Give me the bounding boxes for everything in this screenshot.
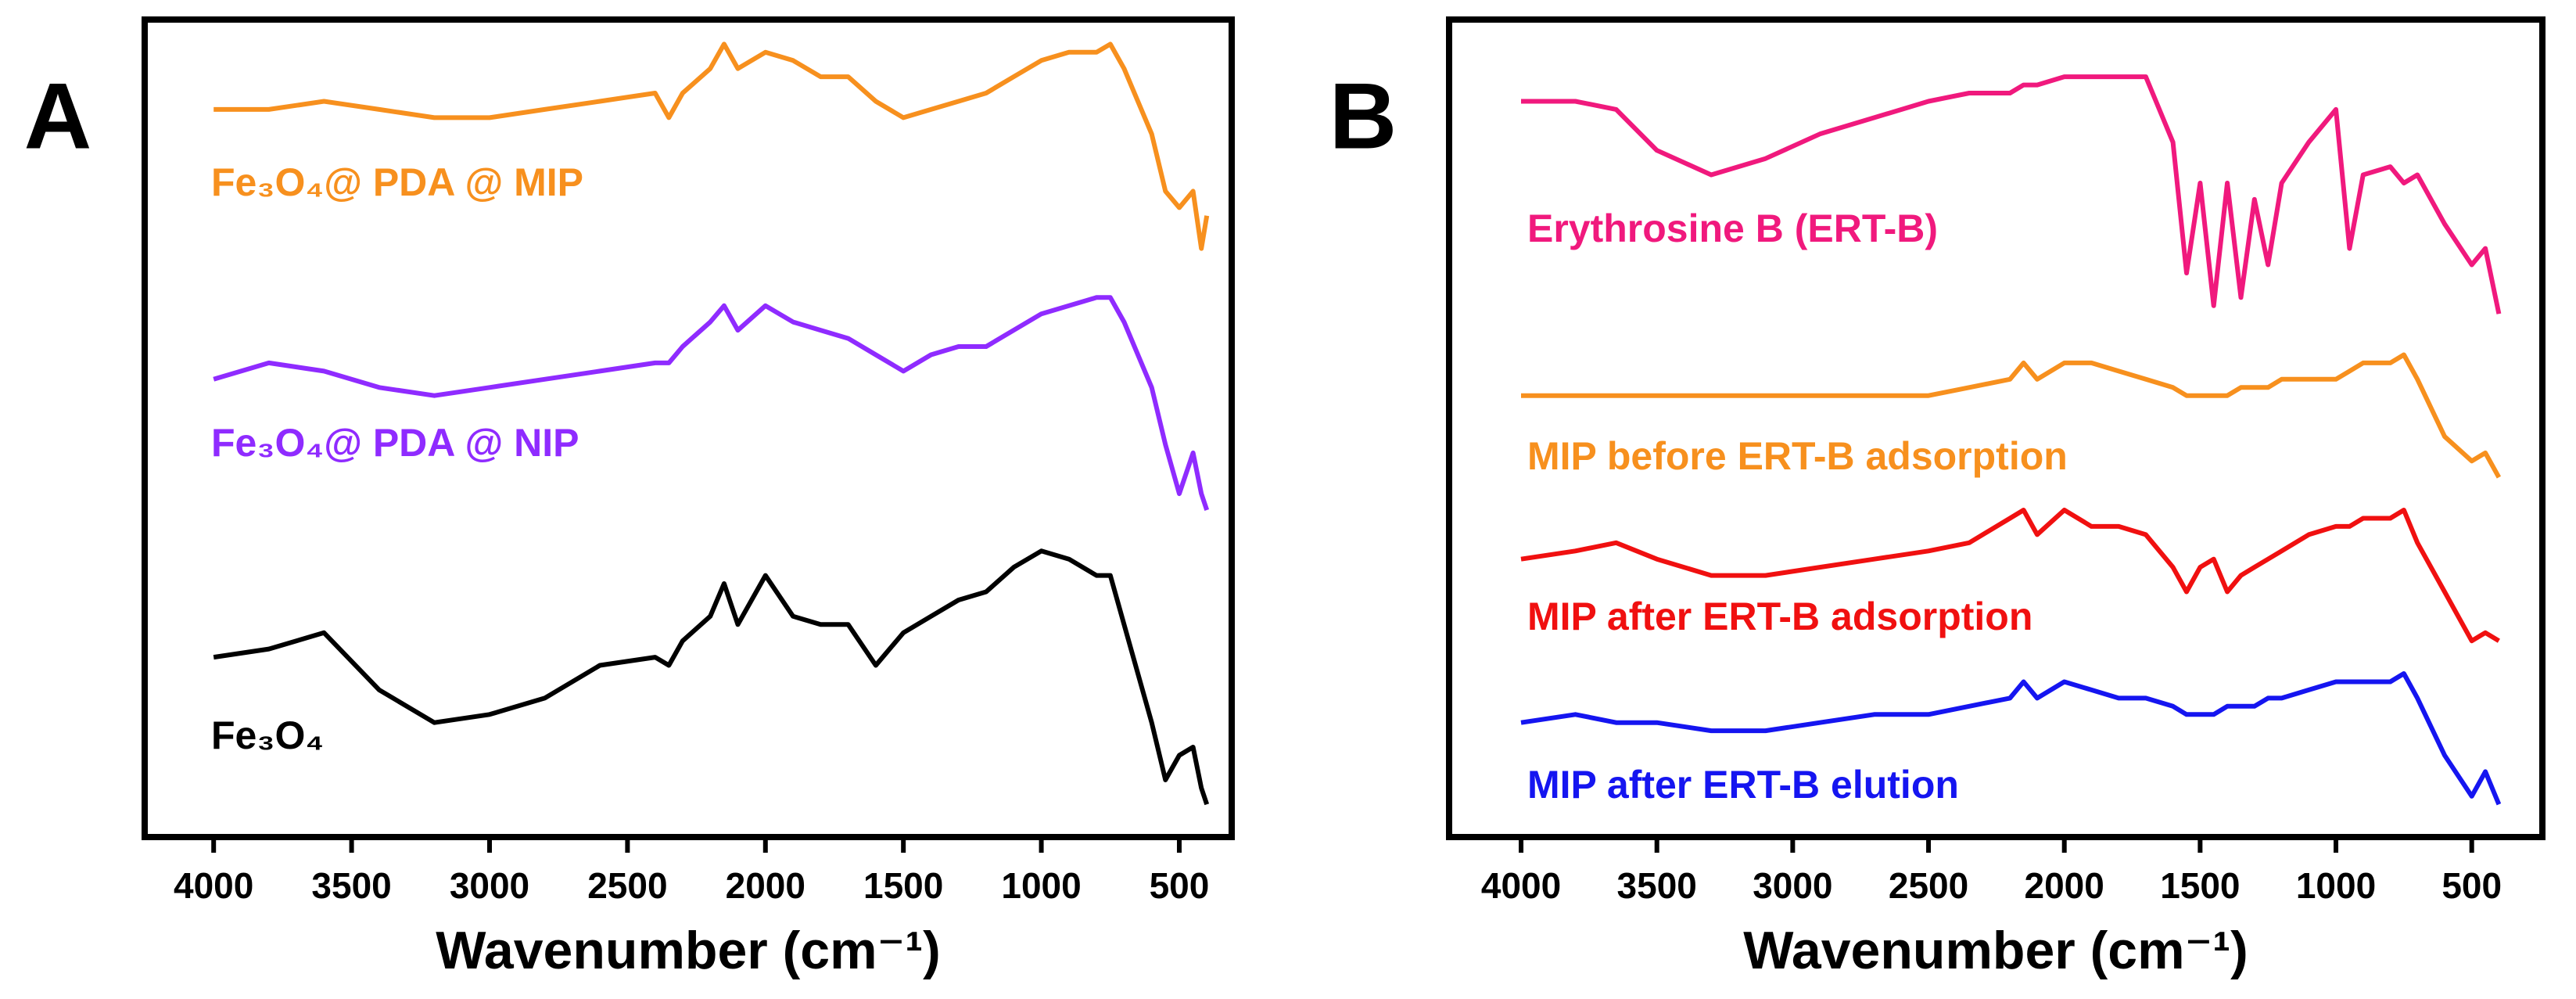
x-tick-label: 2500 bbox=[587, 865, 667, 906]
x-tick-label: 3000 bbox=[450, 865, 529, 906]
x-tick-label: 4000 bbox=[174, 865, 253, 906]
series-label: MIP after ERT-B elution bbox=[1527, 763, 1959, 807]
x-axis-label: Wavenumber (cm⁻¹) bbox=[436, 921, 940, 980]
plot-frame bbox=[1446, 16, 2546, 840]
spectrum-line bbox=[1520, 508, 2500, 644]
x-tick-label: 3000 bbox=[1753, 865, 1832, 906]
x-tick-label: 2000 bbox=[726, 865, 805, 906]
x-axis-label: Wavenumber (cm⁻¹) bbox=[1743, 921, 2248, 980]
x-tick-label: 500 bbox=[1150, 865, 1210, 906]
x-tick-label: 1500 bbox=[2160, 865, 2240, 906]
x-tick-label: 4000 bbox=[1481, 865, 1561, 906]
x-tick-label: 1000 bbox=[1001, 865, 1081, 906]
spectrum-line bbox=[1521, 352, 2502, 479]
x-tick-label: 2500 bbox=[1889, 865, 1968, 906]
series-label: MIP after ERT-B adsorption bbox=[1527, 595, 2032, 638]
series-label: Erythrosine B (ERT-B) bbox=[1527, 207, 1938, 250]
x-tick-label: 2000 bbox=[2025, 865, 2104, 906]
spectrum-line bbox=[213, 41, 1210, 251]
panel-letter: B bbox=[1329, 64, 1397, 169]
plot-frame bbox=[142, 16, 1235, 840]
x-tick-label: 500 bbox=[2441, 865, 2502, 906]
x-tick-label: 3500 bbox=[311, 865, 391, 906]
x-tick-label: 1500 bbox=[863, 865, 943, 906]
series-label: Fe₃O₄@ PDA @ MIP bbox=[211, 160, 583, 204]
series-label: Fe₃O₄@ PDA @ NIP bbox=[211, 421, 579, 465]
series-label: MIP before ERT-B adsorption bbox=[1527, 434, 2068, 478]
spectrum-line bbox=[1521, 74, 2502, 314]
panel-letter: A bbox=[24, 64, 92, 169]
spectrum-line bbox=[213, 295, 1210, 511]
x-tick-label: 3500 bbox=[1617, 865, 1697, 906]
spectrum-line bbox=[1520, 671, 2502, 806]
series-label: Fe₃O₄ bbox=[211, 713, 324, 757]
spectrum-line bbox=[213, 548, 1210, 806]
x-tick-label: 1000 bbox=[2296, 865, 2376, 906]
